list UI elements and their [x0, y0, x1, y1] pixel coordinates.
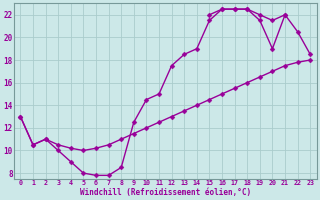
X-axis label: Windchill (Refroidissement éolien,°C): Windchill (Refroidissement éolien,°C): [80, 188, 251, 197]
